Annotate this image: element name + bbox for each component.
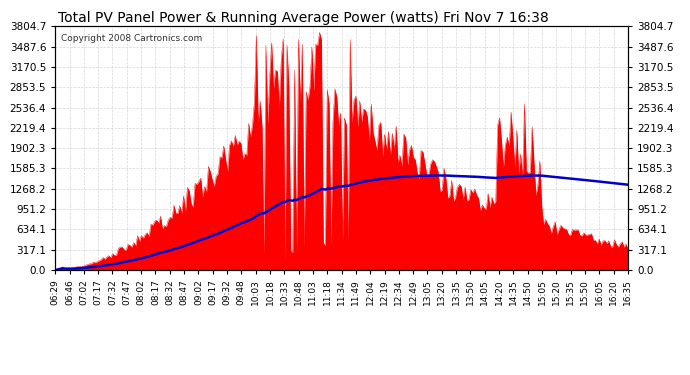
Text: Copyright 2008 Cartronics.com: Copyright 2008 Cartronics.com bbox=[61, 34, 202, 43]
Text: Total PV Panel Power & Running Average Power (watts) Fri Nov 7 16:38: Total PV Panel Power & Running Average P… bbox=[58, 11, 549, 25]
